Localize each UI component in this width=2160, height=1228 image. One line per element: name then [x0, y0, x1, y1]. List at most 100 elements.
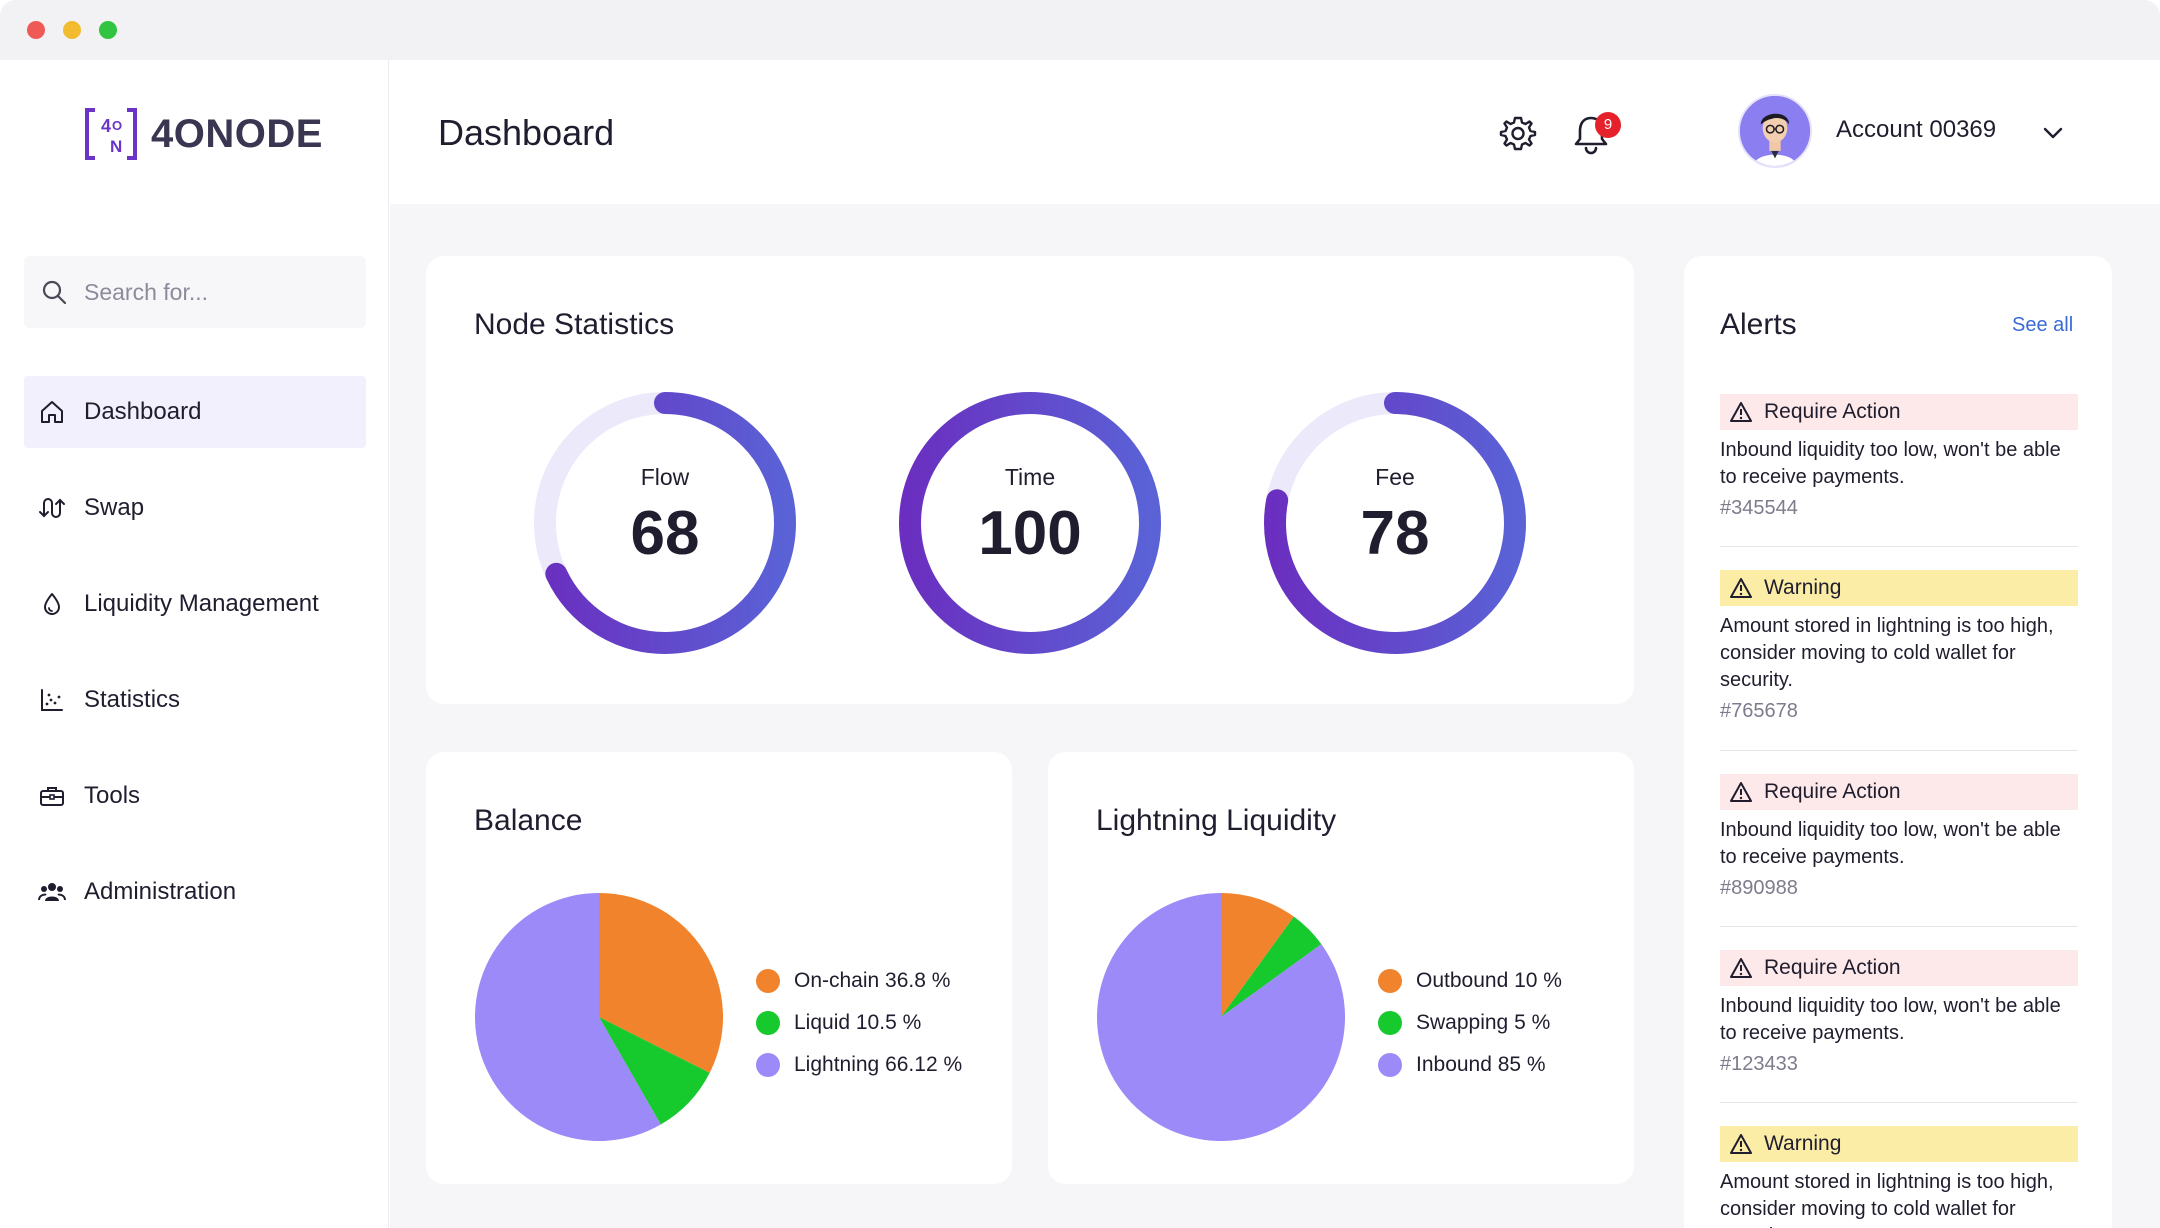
pie-slice-outbound [1221, 893, 1294, 1017]
alert-message: Amount stored in lightning is too high, … [1720, 1171, 2054, 1228]
alert-item[interactable]: Warning Amount stored in lightning is to… [1720, 1126, 2078, 1228]
alerts-title: Alerts [1720, 308, 1797, 341]
sidebar-item-tools[interactable]: Tools [24, 760, 366, 832]
logo-mark-icon: 4 O N [85, 108, 137, 160]
legend-item: Liquid 10.5 % [756, 1002, 962, 1044]
account-name[interactable]: Account 00369 [1836, 116, 1997, 143]
avatar[interactable] [1738, 94, 1812, 168]
legend-label: On-chain 36.8 % [794, 969, 951, 992]
alert-type-label: Warning [1764, 576, 1842, 599]
gauge-label: Time [1004, 464, 1056, 490]
legend-item: Inbound 85 % [1378, 1044, 1562, 1086]
card-title: Lightning Liquidity [1096, 804, 1337, 837]
gauge-time: Time 100 [895, 388, 1165, 658]
pie-slice-swapping [1221, 916, 1322, 1017]
sidebar-item-statistics[interactable]: Statistics [24, 664, 366, 736]
alert-message: Inbound liquidity too low, won't be able… [1720, 439, 2061, 488]
search-input[interactable] [84, 278, 344, 306]
legend-item: Lightning 66.12 % [756, 1044, 962, 1086]
warning-triangle-icon [1730, 1134, 1752, 1154]
gauge-value: 100 [978, 499, 1082, 568]
window-titlebar [0, 0, 2160, 60]
sidebar-item-label: Dashboard [84, 398, 202, 425]
legend-label: Outbound 10 % [1416, 969, 1562, 992]
balance-pie-chart [475, 893, 723, 1141]
gauge-ring [534, 392, 796, 654]
legend-swatch [756, 969, 780, 993]
close-window-button[interactable] [27, 21, 45, 39]
divider [1720, 926, 2078, 927]
search-icon [42, 280, 67, 305]
gauge-ring [1264, 392, 1526, 654]
alert-type-badge: Require Action [1720, 394, 2078, 430]
alert-item[interactable]: Warning Amount stored in lightning is to… [1720, 570, 2078, 723]
swap-icon [39, 498, 65, 518]
legend-swatch [756, 1053, 780, 1077]
divider [1720, 750, 2078, 751]
lightning-liquidity-legend: Outbound 10 % Swapping 5 % Inbound 85 % [1378, 960, 1562, 1086]
gauge-value: 68 [630, 499, 700, 568]
avatar-illustration [1740, 96, 1810, 166]
card-title: Balance [474, 804, 583, 837]
gauge-ring [899, 392, 1161, 654]
search-box[interactable] [24, 256, 366, 328]
gauge-fee: Fee 78 [1260, 388, 1530, 658]
alert-item[interactable]: Require Action Inbound liquidity too low… [1720, 950, 2078, 1076]
alert-message: Inbound liquidity too low, won't be able… [1720, 995, 2061, 1044]
app-logo[interactable]: 4 O N 4ONODE [83, 106, 323, 162]
page-title: Dashboard [438, 112, 615, 153]
droplet-icon [44, 593, 60, 615]
sidebar-item-label: Administration [84, 878, 237, 905]
toolbox-icon [40, 787, 64, 806]
sidebar-nav: Dashboard Swap Liquidity Management [24, 376, 366, 952]
maximize-window-button[interactable] [99, 21, 117, 39]
alert-type-label: Require Action [1764, 956, 1901, 979]
divider [1720, 1102, 2078, 1103]
top-header: Dashboard 9 Account 00369 [390, 60, 2160, 204]
chevron-down-icon[interactable] [2040, 120, 2066, 146]
alert-type-badge: Require Action [1720, 774, 2078, 810]
alert-type-badge: Require Action [1720, 950, 2078, 986]
legend-item: Outbound 10 % [1378, 960, 1562, 1002]
see-all-link[interactable]: See all [2012, 314, 2074, 336]
legend-label: Liquid 10.5 % [794, 1011, 922, 1034]
alert-item[interactable]: Require Action Inbound liquidity too low… [1720, 394, 2078, 520]
users-icon [38, 883, 66, 901]
alert-id: #890988 [1720, 877, 1798, 899]
gauge-label: Flow [640, 464, 690, 490]
pie-slice-lightning [475, 893, 661, 1141]
alert-item[interactable]: Require Action Inbound liquidity too low… [1720, 774, 2078, 900]
sidebar-item-liquidity-management[interactable]: Liquidity Management [24, 568, 366, 640]
alert-id: #765678 [1720, 700, 1798, 722]
gauge-label: Fee [1375, 464, 1415, 490]
sidebar-item-swap[interactable]: Swap [24, 472, 366, 544]
balance-legend: On-chain 36.8 % Liquid 10.5 % Lightning … [756, 960, 962, 1086]
svg-text:N: N [110, 137, 122, 156]
warning-triangle-icon [1730, 782, 1752, 802]
sidebar-item-administration[interactable]: Administration [24, 856, 366, 928]
alert-id: #123433 [1720, 1053, 1798, 1075]
legend-item: Swapping 5 % [1378, 1002, 1562, 1044]
alert-type-badge: Warning [1720, 570, 2078, 606]
legend-label: Inbound 85 % [1416, 1053, 1546, 1076]
lightning-liquidity-card: Lightning Liquidity Outbound 10 % Swappi… [1048, 752, 1634, 1184]
legend-label: Lightning 66.12 % [794, 1053, 963, 1076]
lightning-liquidity-pie-chart [1097, 893, 1345, 1141]
alert-type-label: Require Action [1764, 400, 1901, 423]
alert-message: Inbound liquidity too low, won't be able… [1720, 819, 2061, 868]
alert-id: #345544 [1720, 497, 1798, 519]
sidebar-item-label: Swap [84, 494, 145, 521]
alert-type-label: Warning [1764, 1132, 1842, 1155]
sidebar: 4 O N 4ONODE Dashboard Swap [0, 60, 389, 1228]
home-icon [41, 401, 63, 423]
alerts-panel: Alerts See all Require Action Inbound li… [1684, 256, 2112, 1228]
gear-icon[interactable] [1498, 114, 1538, 154]
sidebar-item-label: Tools [84, 782, 141, 809]
sidebar-item-dashboard[interactable]: Dashboard [24, 376, 366, 448]
minimize-window-button[interactable] [63, 21, 81, 39]
gauge-value: 78 [1360, 499, 1430, 568]
balance-card: Balance On-chain 36.8 % Liquid 10.5 % Li… [426, 752, 1012, 1184]
warning-triangle-icon [1730, 958, 1752, 978]
warning-triangle-icon [1730, 402, 1752, 422]
legend-label: Swapping 5 % [1416, 1011, 1551, 1034]
